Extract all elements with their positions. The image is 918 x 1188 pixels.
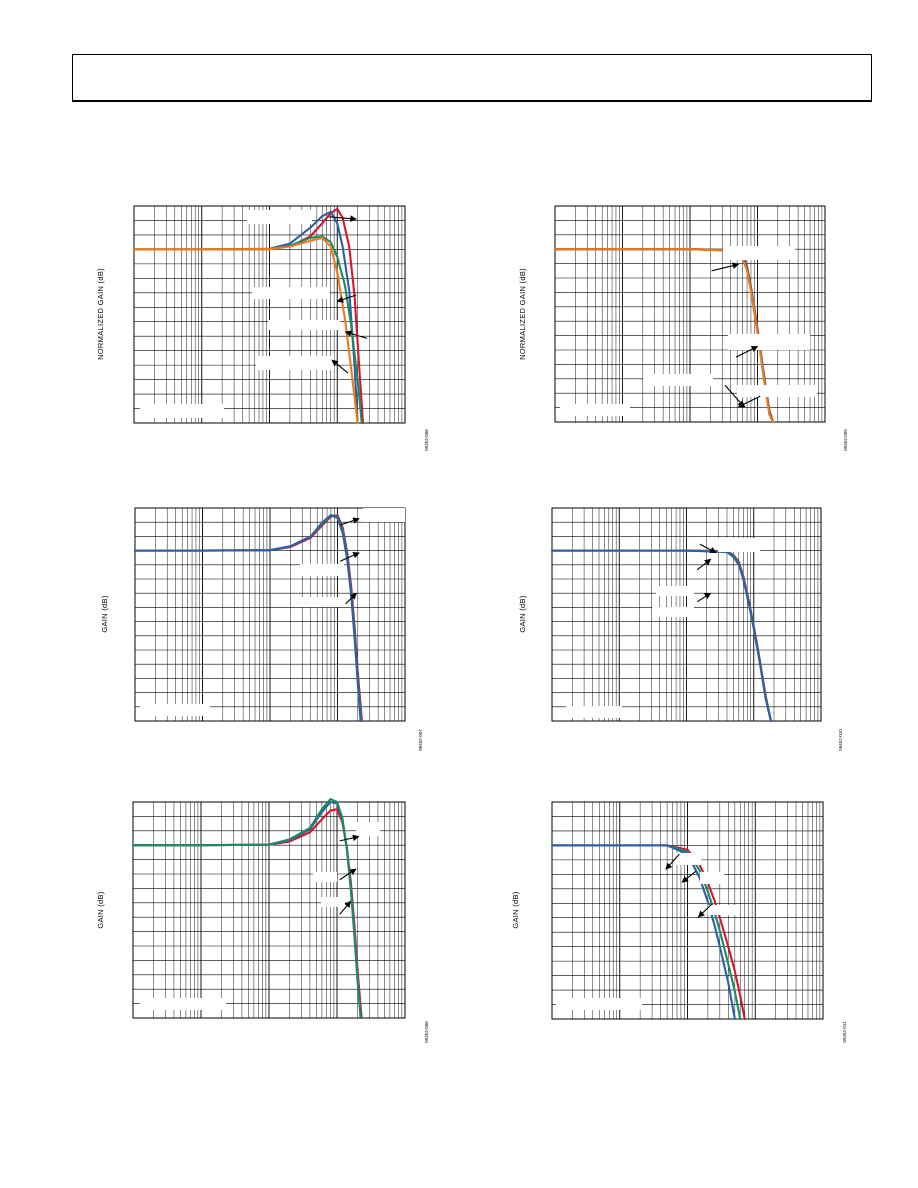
annotation-arrow: [696, 558, 712, 571]
series-line-2: [133, 514, 363, 723]
series-line-1: [133, 514, 363, 723]
annotation-box: [247, 210, 312, 224]
page-header-box: [72, 54, 872, 102]
annotation-arrow: [339, 868, 357, 881]
annotation-box: [656, 586, 694, 596]
chart-c1: NORMALIZED GAIN (dB) 09452-006: [96, 205, 429, 451]
annotation-box: [643, 374, 713, 386]
annotation-box: [363, 508, 405, 522]
annotation-arrow: [339, 834, 360, 842]
annotation-box: [556, 998, 642, 1010]
annotation-arrow: [681, 871, 696, 883]
annotation-arrow: [345, 592, 357, 605]
chart-c6: GAIN (dB) 09452-011: [511, 801, 847, 1043]
annotation-box: [728, 334, 810, 350]
series-line-1: [550, 844, 746, 1021]
figure-code: 09452-010: [838, 729, 843, 751]
series-line-2: [132, 210, 359, 425]
series-line-4: [132, 236, 359, 425]
y-axis-label: GAIN (dB): [100, 595, 109, 632]
plot-frame: [133, 205, 406, 424]
annotation-box: [268, 320, 340, 330]
annotation-arrow: [339, 552, 360, 562]
annotation-box: [256, 356, 334, 370]
annotation-arrow: [329, 215, 357, 222]
annotation-box: [313, 872, 337, 882]
annotation-arrow: [665, 853, 680, 870]
annotation-arrow: [344, 330, 368, 339]
annotation-box: [140, 704, 210, 716]
series-line-3: [133, 514, 362, 723]
chart-c3: GAIN (dB) 09452-007: [100, 507, 423, 751]
annotation-arrow: [735, 345, 759, 358]
plot-frame: [551, 507, 822, 722]
annotation-box: [321, 897, 345, 907]
series-line-3: [131, 798, 362, 1020]
annotation-arrow: [336, 294, 357, 303]
annotation-box: [566, 706, 622, 718]
annotation-box: [652, 607, 694, 617]
annotation-arrow: [697, 903, 713, 918]
plot-frame: [134, 507, 406, 722]
annotation-arrow: [696, 592, 712, 603]
annotation-box: [252, 287, 330, 299]
series-line-3: [550, 844, 736, 1021]
plot-frame: [132, 801, 406, 1019]
annotation-arrow: [699, 543, 717, 554]
annotation-box: [140, 998, 226, 1010]
y-axis-label: GAIN (dB): [511, 891, 520, 928]
figure-code: 09452-008: [424, 1021, 429, 1043]
y-axis-label: NORMALIZED GAIN (dB): [96, 268, 105, 360]
annotation-box: [700, 872, 724, 884]
annotation-box: [560, 404, 630, 416]
y-axis-label: GAIN (dB): [518, 595, 527, 632]
chart-c5: GAIN (dB) 09452-008: [96, 798, 429, 1043]
annotation-box: [718, 538, 760, 552]
series-line-2: [131, 800, 363, 1020]
chart-c2: NORMALIZED GAIN (dB) 09452-009: [518, 205, 848, 451]
annotation-box: [737, 385, 817, 397]
series-line-1: [131, 808, 363, 1020]
figure-code: 09452-007: [418, 729, 423, 751]
annotation-arrow: [339, 900, 352, 915]
figure-code: 09452-011: [842, 1021, 847, 1043]
figure-code: 09452-006: [424, 429, 429, 451]
annotation-arrow: [331, 359, 349, 374]
annotation-box: [723, 246, 795, 260]
y-axis-label: GAIN (dB): [96, 891, 105, 928]
annotation-arrow: [340, 517, 360, 526]
annotation-box: [140, 404, 224, 418]
annotation-box: [675, 853, 701, 865]
annotation-box: [708, 905, 736, 915]
plot-frame: [551, 801, 824, 1020]
annotation-box: [300, 564, 344, 576]
annotation-arrow: [711, 262, 740, 272]
annotation-box: [356, 822, 380, 836]
plot-frame: [554, 205, 826, 423]
chart-c4: GAIN (dB) 09452-010: [518, 507, 843, 751]
annotation-arrow: [738, 395, 761, 408]
figure-code: 09452-009: [843, 429, 848, 451]
y-axis-label: NORMALIZED GAIN (dB): [518, 268, 527, 360]
annotation-box: [296, 597, 342, 607]
